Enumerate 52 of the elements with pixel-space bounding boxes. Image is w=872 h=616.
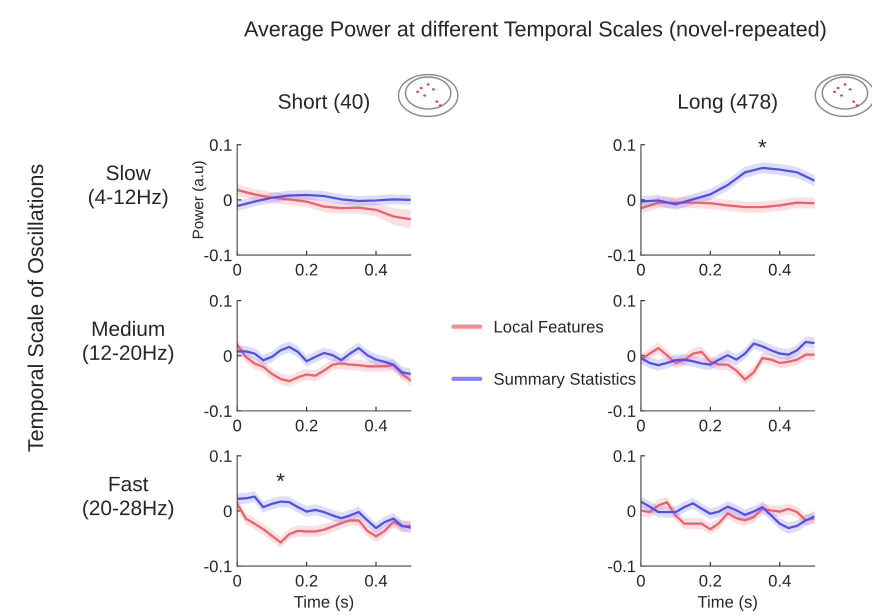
- line-series: [237, 188, 411, 220]
- x-tick-label: 0: [233, 574, 242, 587]
- y-tick-label: 0: [627, 194, 636, 206]
- x-tick-label: 0.4: [768, 574, 791, 587]
- x-axis-title: Time (s): [294, 596, 354, 612]
- y-tick-label: 0.1: [210, 139, 232, 151]
- x-tick-label: 0: [636, 420, 645, 432]
- y-axis-title: Power (a.u): [192, 161, 206, 238]
- x-tick-label: 0: [233, 264, 242, 276]
- y-tick-label: -0.1: [608, 405, 636, 418]
- y-tick-label: 0.1: [614, 295, 636, 307]
- x-tick-label: 0.4: [768, 264, 791, 276]
- y-tick-label: 0.1: [210, 295, 232, 307]
- y-tick-label: 0: [224, 194, 232, 206]
- text: Fast (20-28Hz): [83, 476, 174, 520]
- text: Temporal Scale of Oscillations: [27, 164, 48, 452]
- y-tick-label: 0: [224, 350, 232, 362]
- annotation: *: [276, 473, 285, 482]
- x-tick-label: 0: [636, 574, 645, 587]
- y-tick-label: 0: [224, 505, 232, 518]
- annotation: *: [758, 140, 766, 148]
- x-axis-title: Time (s): [698, 596, 757, 612]
- chart-title: Short (40): [278, 94, 369, 113]
- x-tick-label: 0: [636, 264, 645, 276]
- y-tick-label: -0.1: [204, 560, 232, 572]
- line-series: [237, 194, 411, 208]
- x-tick-label: 0.4: [365, 420, 388, 432]
- y-tick-label: 0.1: [210, 450, 232, 462]
- x-tick-label: 0.2: [699, 420, 722, 432]
- y-tick-label: 0.1: [614, 139, 636, 151]
- chart-title: Long (478): [679, 94, 777, 113]
- x-tick-label: 0.2: [699, 264, 722, 276]
- y-tick-label: -0.1: [204, 405, 232, 418]
- x-tick-label: 0.4: [365, 264, 388, 276]
- y-tick-label: 0.1: [614, 450, 636, 462]
- legend-label: Summary Statistics: [494, 372, 636, 388]
- y-tick-label: -0.1: [204, 249, 232, 262]
- text: Medium (12-20Hz): [83, 320, 174, 364]
- y-tick-label: 0: [627, 505, 636, 518]
- text: Average Power at different Temporal Scales (novel-repeated): [244, 20, 826, 41]
- x-tick-label: 0.2: [296, 420, 318, 432]
- x-tick-label: 0.2: [296, 264, 318, 276]
- y-tick-label: -0.1: [608, 249, 636, 262]
- x-tick-label: 0.2: [699, 574, 722, 587]
- text: Slow (4-12Hz): [88, 164, 168, 208]
- x-tick-label: 0.4: [768, 420, 791, 432]
- legend-label: Local Features: [494, 320, 604, 333]
- y-tick-label: 0: [627, 350, 636, 362]
- y-tick-label: -0.1: [608, 560, 636, 572]
- x-tick-label: 0.4: [365, 574, 388, 587]
- x-tick-label: 0.2: [296, 574, 318, 587]
- x-tick-label: 0: [233, 420, 242, 432]
